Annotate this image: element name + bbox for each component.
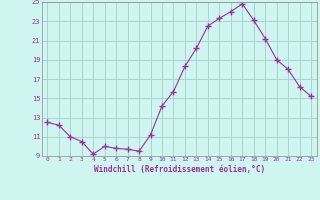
X-axis label: Windchill (Refroidissement éolien,°C): Windchill (Refroidissement éolien,°C)	[94, 165, 265, 174]
